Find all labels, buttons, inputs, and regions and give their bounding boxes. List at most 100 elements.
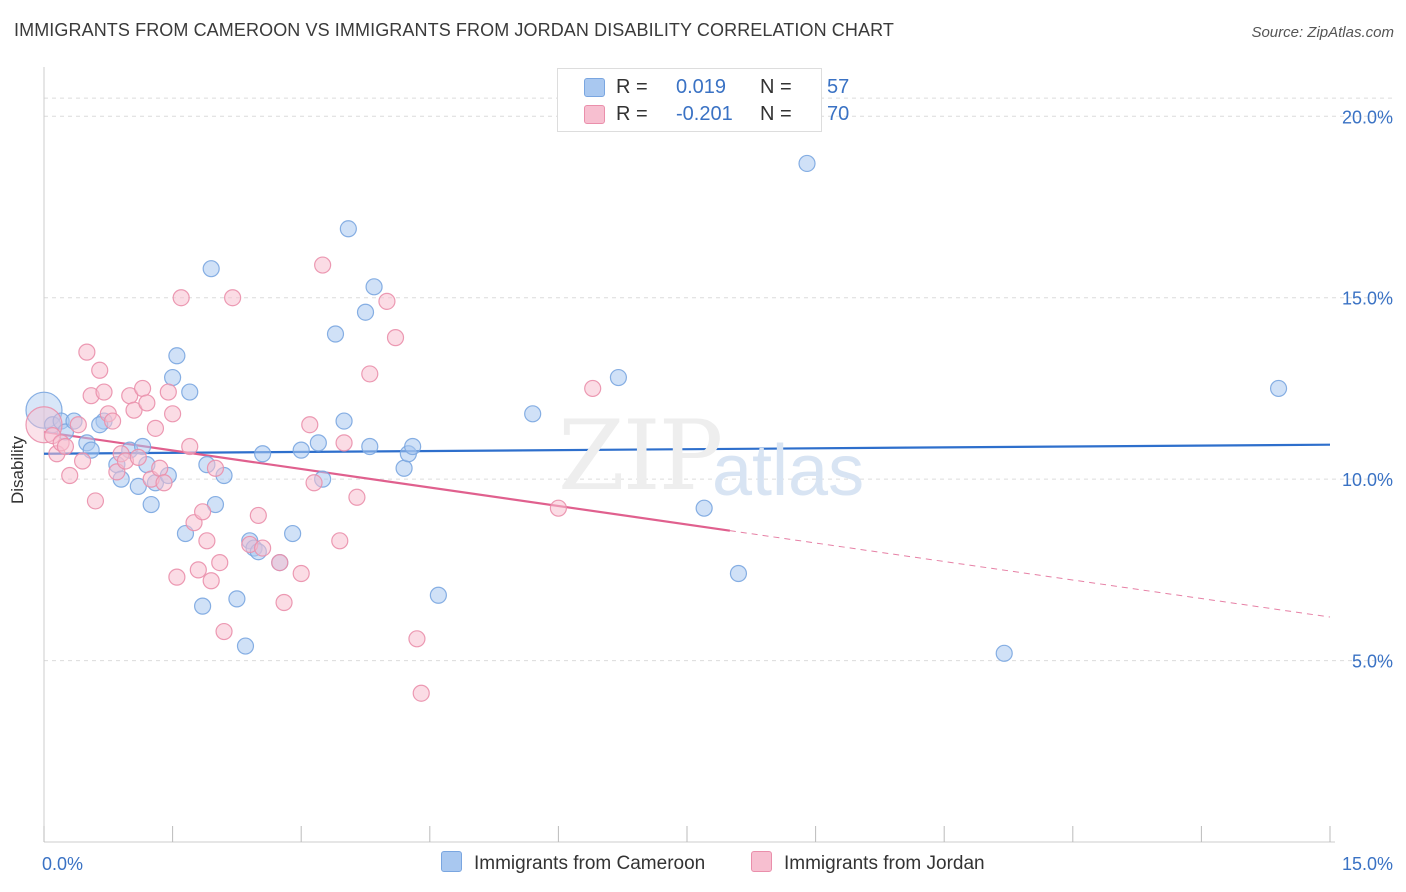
jordan-point [386, 329, 405, 347]
y-tick-label: 20.0% [1342, 107, 1393, 127]
jordan-point [129, 448, 147, 466]
legend-n-value: 57 [827, 76, 850, 98]
jordan-point [249, 506, 267, 525]
jordan-point [189, 561, 207, 579]
cameroon-point [254, 445, 272, 463]
cameroon-point [404, 437, 422, 456]
jordan-point [133, 379, 152, 398]
jordan-trend-line-extension [729, 530, 1331, 618]
cameroon-point [164, 368, 182, 387]
cameroon-point [236, 637, 255, 655]
jordan-point [73, 452, 92, 470]
legend-r-label: R = [616, 103, 648, 125]
cameroon-point [181, 383, 199, 401]
cameroon-point [395, 459, 413, 477]
legend-swatch-jordan [584, 105, 605, 124]
jordan-point [138, 394, 156, 412]
series-label-jordan: Immigrants from Jordan [784, 853, 985, 874]
cameroon-point [292, 441, 310, 459]
jordan-point [292, 564, 310, 583]
legend-n-value: 70 [827, 103, 850, 125]
jordan-point [194, 503, 212, 521]
gridlines [44, 97, 1392, 662]
jordan-point [275, 593, 293, 612]
jordan-point [254, 539, 272, 557]
axes [43, 67, 1335, 843]
jordan-point [95, 383, 113, 401]
jordan-point [335, 434, 353, 452]
series-swatch-cameroon [441, 851, 462, 872]
source-credit: Source: ZipAtlas.com [1251, 24, 1394, 41]
cameroon-point [995, 644, 1013, 662]
jordan-point [61, 466, 79, 485]
x-tick-label: 15.0% [1342, 854, 1393, 874]
jordan-point [86, 492, 105, 510]
cameroon-point [429, 586, 447, 604]
cameroon-point [361, 437, 379, 456]
jordan-point [91, 361, 109, 379]
legend-swatch-cameroon [584, 78, 605, 97]
cameroon-point [326, 325, 345, 343]
cameroon-point [729, 564, 748, 583]
jordan-point [211, 553, 229, 572]
jordan-point [224, 289, 242, 307]
cameroon-point [365, 278, 383, 296]
cameroon-point [335, 412, 353, 430]
jordan-point [151, 459, 169, 477]
jordan-point [125, 401, 143, 419]
cameroon-point [309, 434, 327, 452]
cameroon-point [356, 303, 375, 321]
y-tick-label: 5.0% [1352, 652, 1393, 672]
cameroon-point [194, 597, 212, 615]
cameroon-point [168, 347, 186, 365]
jordan-point [164, 405, 182, 423]
legend-r-label: R = [616, 76, 648, 98]
jordan-point [155, 474, 173, 492]
jordan-point [549, 499, 568, 517]
cameroon-point [609, 368, 628, 387]
jordan-point [206, 459, 225, 477]
jordan-point [271, 553, 289, 572]
jordan-point [412, 684, 430, 702]
jordan-point [56, 437, 75, 456]
series-swatch-jordan [751, 851, 772, 872]
jordan-point [146, 419, 165, 437]
series-label-cameroon: Immigrants from Cameroon [474, 853, 706, 874]
cameroon-point [339, 220, 357, 238]
cameroon-point [228, 590, 246, 608]
chart-title: IMMIGRANTS FROM CAMEROON VS IMMIGRANTS F… [14, 20, 894, 40]
series-legend-jordan: Immigrants from Jordan [751, 851, 985, 877]
jordan-point [69, 416, 87, 434]
jordan-point [305, 474, 323, 492]
jordan-point [378, 292, 396, 310]
cameroon-point [206, 495, 225, 514]
x-tick-label: 0.0% [42, 854, 83, 874]
y-tick-label: 15.0% [1342, 289, 1393, 309]
cameroon-point [798, 154, 816, 173]
jordan-point [348, 488, 366, 506]
legend-n-label: N = [760, 76, 792, 98]
jordan-point [103, 412, 122, 430]
cameroon-point [524, 405, 542, 423]
y-tick-label: 10.0% [1342, 470, 1393, 490]
jordan-point [198, 532, 216, 550]
watermark-atlas: atlas [712, 431, 865, 511]
correlation-legend: R = 0.019 N = 57 R = -0.201 N = 70 [557, 68, 849, 132]
cameroon-point [129, 477, 147, 495]
jordan-point [408, 630, 426, 648]
jordan-point [78, 343, 96, 361]
jordan-point [361, 365, 379, 383]
cameroon-point [284, 524, 302, 543]
jordan-point [215, 622, 233, 641]
cameroon-point [202, 260, 220, 278]
jordan-point [314, 256, 332, 274]
jordan-point [301, 416, 319, 434]
data-points [25, 154, 1288, 702]
series-legend-cameroon: Immigrants from Cameroon [441, 851, 705, 877]
jordan-point [181, 437, 199, 456]
jordan-point [172, 289, 190, 307]
cameroon-point [142, 495, 160, 514]
jordan-point [584, 379, 602, 398]
jordan-trend-line [43, 430, 731, 532]
